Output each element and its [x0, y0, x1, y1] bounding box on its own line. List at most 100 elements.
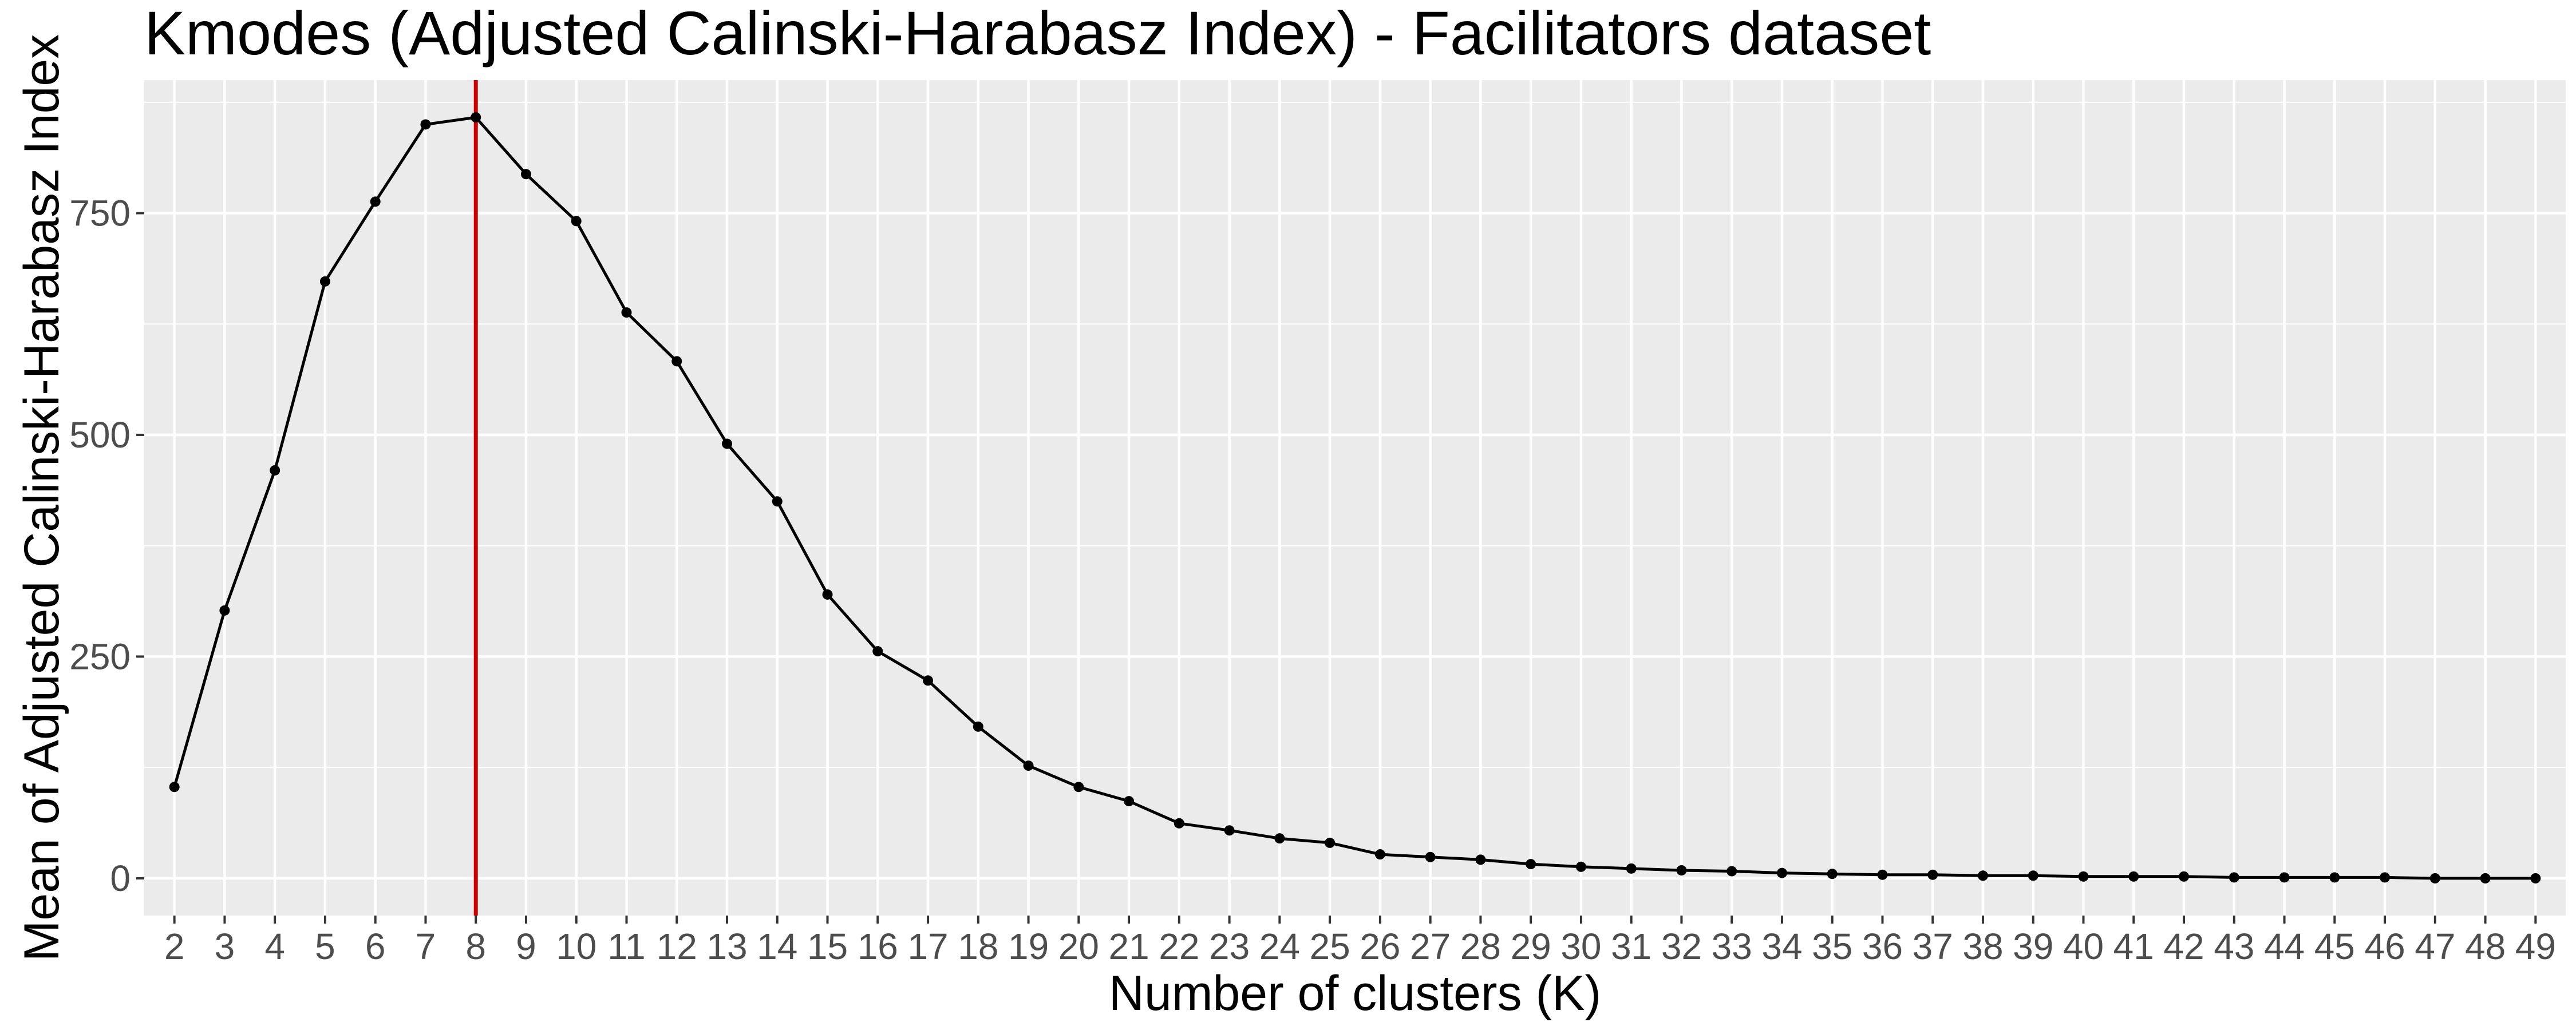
x-tick-label: 7	[416, 926, 436, 967]
x-tick-label: 43	[2214, 926, 2254, 967]
data-point	[270, 465, 280, 476]
x-tick-label: 30	[1560, 926, 1601, 967]
x-tick-label: 18	[958, 926, 998, 967]
x-tick-label: 20	[1058, 926, 1099, 967]
data-point	[822, 589, 833, 600]
data-point	[872, 646, 883, 657]
x-tick-label: 21	[1108, 926, 1149, 967]
x-tick-label: 41	[2113, 926, 2154, 967]
data-point	[2128, 871, 2139, 882]
x-tick-label: 11	[607, 926, 645, 967]
x-tick-label: 45	[2314, 926, 2355, 967]
series-line	[173, 116, 2536, 880]
data-point	[370, 196, 381, 207]
x-tick-label: 42	[2163, 926, 2204, 967]
x-tick-label: 47	[2415, 926, 2455, 967]
x-tick-label: 22	[1159, 926, 1199, 967]
x-tick-label: 27	[1410, 926, 1451, 967]
x-tick-label: 8	[465, 926, 486, 967]
x-tick-label: 5	[315, 926, 335, 967]
data-point	[1124, 796, 1135, 807]
data-point	[772, 496, 783, 507]
data-point	[319, 276, 330, 287]
data-point	[1475, 854, 1486, 865]
data-point	[2279, 872, 2290, 883]
data-point	[2380, 872, 2391, 883]
data-point	[1676, 865, 1687, 876]
x-tick-label: 46	[2364, 926, 2405, 967]
data-point	[1224, 825, 1235, 836]
x-tick-label: 12	[657, 926, 697, 967]
data-point	[671, 356, 682, 367]
y-axis-ticks: 0 250 500 750	[69, 192, 144, 899]
x-axis-ticks: 2 3 4 5 6 7 8 9 10 11 12 13 14 15 16 17 18 19 20 21 22 23 24 25…	[164, 916, 2556, 967]
data-point	[1927, 869, 1938, 880]
x-tick-label: 15	[807, 926, 848, 967]
data-point	[2179, 871, 2190, 882]
x-tick-label: 32	[1661, 926, 1702, 967]
x-tick-label: 48	[2465, 926, 2506, 967]
y-tick-label: 250	[69, 636, 131, 677]
data-point	[1425, 851, 1436, 862]
y-tick-label: 500	[69, 414, 131, 455]
data-points	[169, 112, 2541, 884]
data-point	[722, 438, 733, 449]
y-tick-label: 750	[69, 192, 131, 233]
data-point	[1023, 760, 1034, 771]
y-axis-title: Mean of Adjusted Calinski-Harabasz Index	[14, 34, 69, 962]
x-tick-label: 17	[907, 926, 948, 967]
data-point	[1827, 869, 1838, 880]
data-point	[1526, 859, 1536, 870]
x-tick-label: 4	[264, 926, 285, 967]
x-tick-label: 2	[164, 926, 185, 967]
x-tick-label: 38	[1962, 926, 2003, 967]
data-point	[169, 782, 180, 793]
x-tick-label: 6	[365, 926, 386, 967]
y-tick-label: 0	[110, 858, 131, 899]
data-point	[1325, 837, 1336, 848]
x-tick-label: 14	[757, 926, 797, 967]
data-point	[1174, 818, 1184, 829]
x-tick-label: 31	[1611, 926, 1652, 967]
x-tick-label: 39	[2013, 926, 2053, 967]
data-point	[2229, 872, 2239, 883]
x-tick-label: 24	[1259, 926, 1300, 967]
x-tick-label: 9	[516, 926, 536, 967]
data-point	[420, 119, 431, 130]
data-point	[2480, 873, 2491, 884]
x-tick-label: 25	[1310, 926, 1350, 967]
data-point	[2329, 872, 2340, 883]
plot-panel	[144, 80, 2566, 916]
data-point	[2078, 871, 2089, 882]
data-point	[1575, 861, 1586, 872]
data-point	[2429, 873, 2440, 884]
data-point	[2028, 870, 2038, 881]
x-axis-title: Number of clusters (K)	[1109, 966, 1601, 1021]
data-point	[571, 216, 582, 227]
x-tick-label: 13	[706, 926, 747, 967]
data-point	[2530, 873, 2541, 884]
data-point	[219, 605, 230, 616]
x-tick-label: 40	[2063, 926, 2104, 967]
data-point	[1073, 782, 1084, 793]
data-point	[1726, 866, 1737, 877]
x-tick-label: 26	[1360, 926, 1400, 967]
x-tick-label: 3	[215, 926, 235, 967]
data-point	[923, 675, 934, 686]
data-point	[471, 112, 481, 123]
chart-title: Kmodes (Adjusted Calinski-Harabasz Index…	[144, 0, 1931, 68]
data-point	[1977, 870, 1988, 881]
grid-lines	[144, 80, 2566, 916]
data-point	[1626, 863, 1637, 874]
data-point	[1776, 867, 1787, 878]
data-point	[1374, 849, 1385, 860]
x-tick-label: 44	[2264, 926, 2305, 967]
data-point	[621, 307, 632, 318]
x-tick-label: 28	[1460, 926, 1501, 967]
x-tick-label: 34	[1761, 926, 1802, 967]
data-point	[973, 721, 983, 732]
x-tick-label: 10	[556, 926, 596, 967]
x-tick-label: 49	[2515, 926, 2556, 967]
x-tick-label: 36	[1862, 926, 1903, 967]
